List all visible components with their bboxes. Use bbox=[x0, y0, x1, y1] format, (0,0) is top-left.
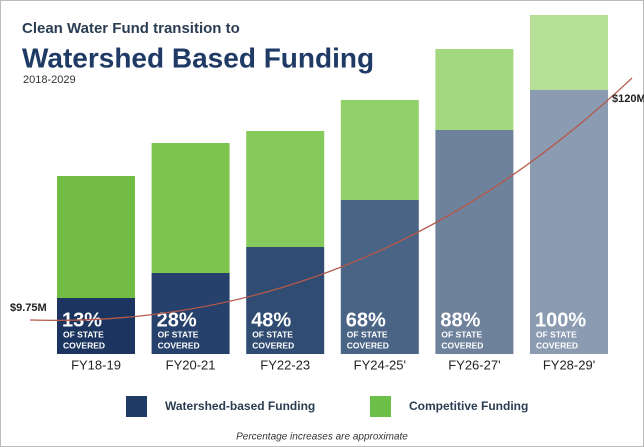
chart-subtitle: Watershed Based Funding bbox=[22, 42, 374, 73]
bar-segment bbox=[246, 247, 325, 354]
coverage-note: OF STATE bbox=[536, 329, 577, 339]
coverage-note: COVERED bbox=[536, 340, 578, 350]
legend-swatch bbox=[126, 396, 147, 417]
coverage-label: 88% bbox=[440, 309, 480, 331]
coverage-label: 100% bbox=[535, 309, 586, 331]
bar-segment bbox=[151, 143, 230, 273]
bar-segment bbox=[340, 100, 419, 200]
bar-segment bbox=[530, 15, 608, 90]
x-tick-label: FY20-21 bbox=[166, 357, 216, 372]
bar-segment bbox=[57, 176, 135, 298]
legend-label: Competitive Funding bbox=[409, 399, 528, 413]
coverage-note: COVERED bbox=[252, 340, 294, 350]
coverage-label: 68% bbox=[346, 309, 386, 331]
bar-segment bbox=[57, 298, 135, 354]
x-tick-label: FY24-25' bbox=[354, 357, 406, 372]
coverage-label: 28% bbox=[157, 309, 197, 331]
trend-line bbox=[29, 77, 633, 322]
bar-segment bbox=[246, 131, 325, 247]
legend-swatch bbox=[370, 396, 391, 417]
coverage-note: COVERED bbox=[441, 340, 483, 350]
x-tick-label: FY28-29' bbox=[543, 357, 595, 372]
trend-end-label: $120M bbox=[612, 93, 644, 105]
bar-segment bbox=[435, 130, 514, 354]
coverage-note: COVERED bbox=[63, 340, 105, 350]
coverage-note: OF STATE bbox=[252, 329, 293, 339]
coverage-note: COVERED bbox=[158, 340, 200, 350]
x-tick-label: FY26-27' bbox=[448, 357, 500, 372]
chart-title: Clean Water Fund transition to bbox=[22, 20, 240, 37]
coverage-note: OF STATE bbox=[441, 329, 482, 339]
coverage-note: OF STATE bbox=[158, 329, 199, 339]
legend-label: Watershed-based Funding bbox=[165, 399, 315, 413]
coverage-label: 48% bbox=[251, 309, 291, 331]
coverage-note: OF STATE bbox=[63, 329, 104, 339]
bar-segment bbox=[435, 49, 514, 130]
coverage-note: OF STATE bbox=[347, 329, 388, 339]
bar-segment bbox=[530, 90, 608, 354]
x-tick-label: FY18-19 bbox=[71, 357, 121, 372]
x-tick-label: FY22-23 bbox=[260, 357, 310, 372]
trend-start-label: $9.75M bbox=[10, 302, 47, 314]
footnote: Percentage increases are approximate bbox=[236, 432, 408, 443]
coverage-note: COVERED bbox=[347, 340, 389, 350]
date-range: 2018-2029 bbox=[23, 74, 76, 86]
bar-segment bbox=[340, 200, 419, 354]
